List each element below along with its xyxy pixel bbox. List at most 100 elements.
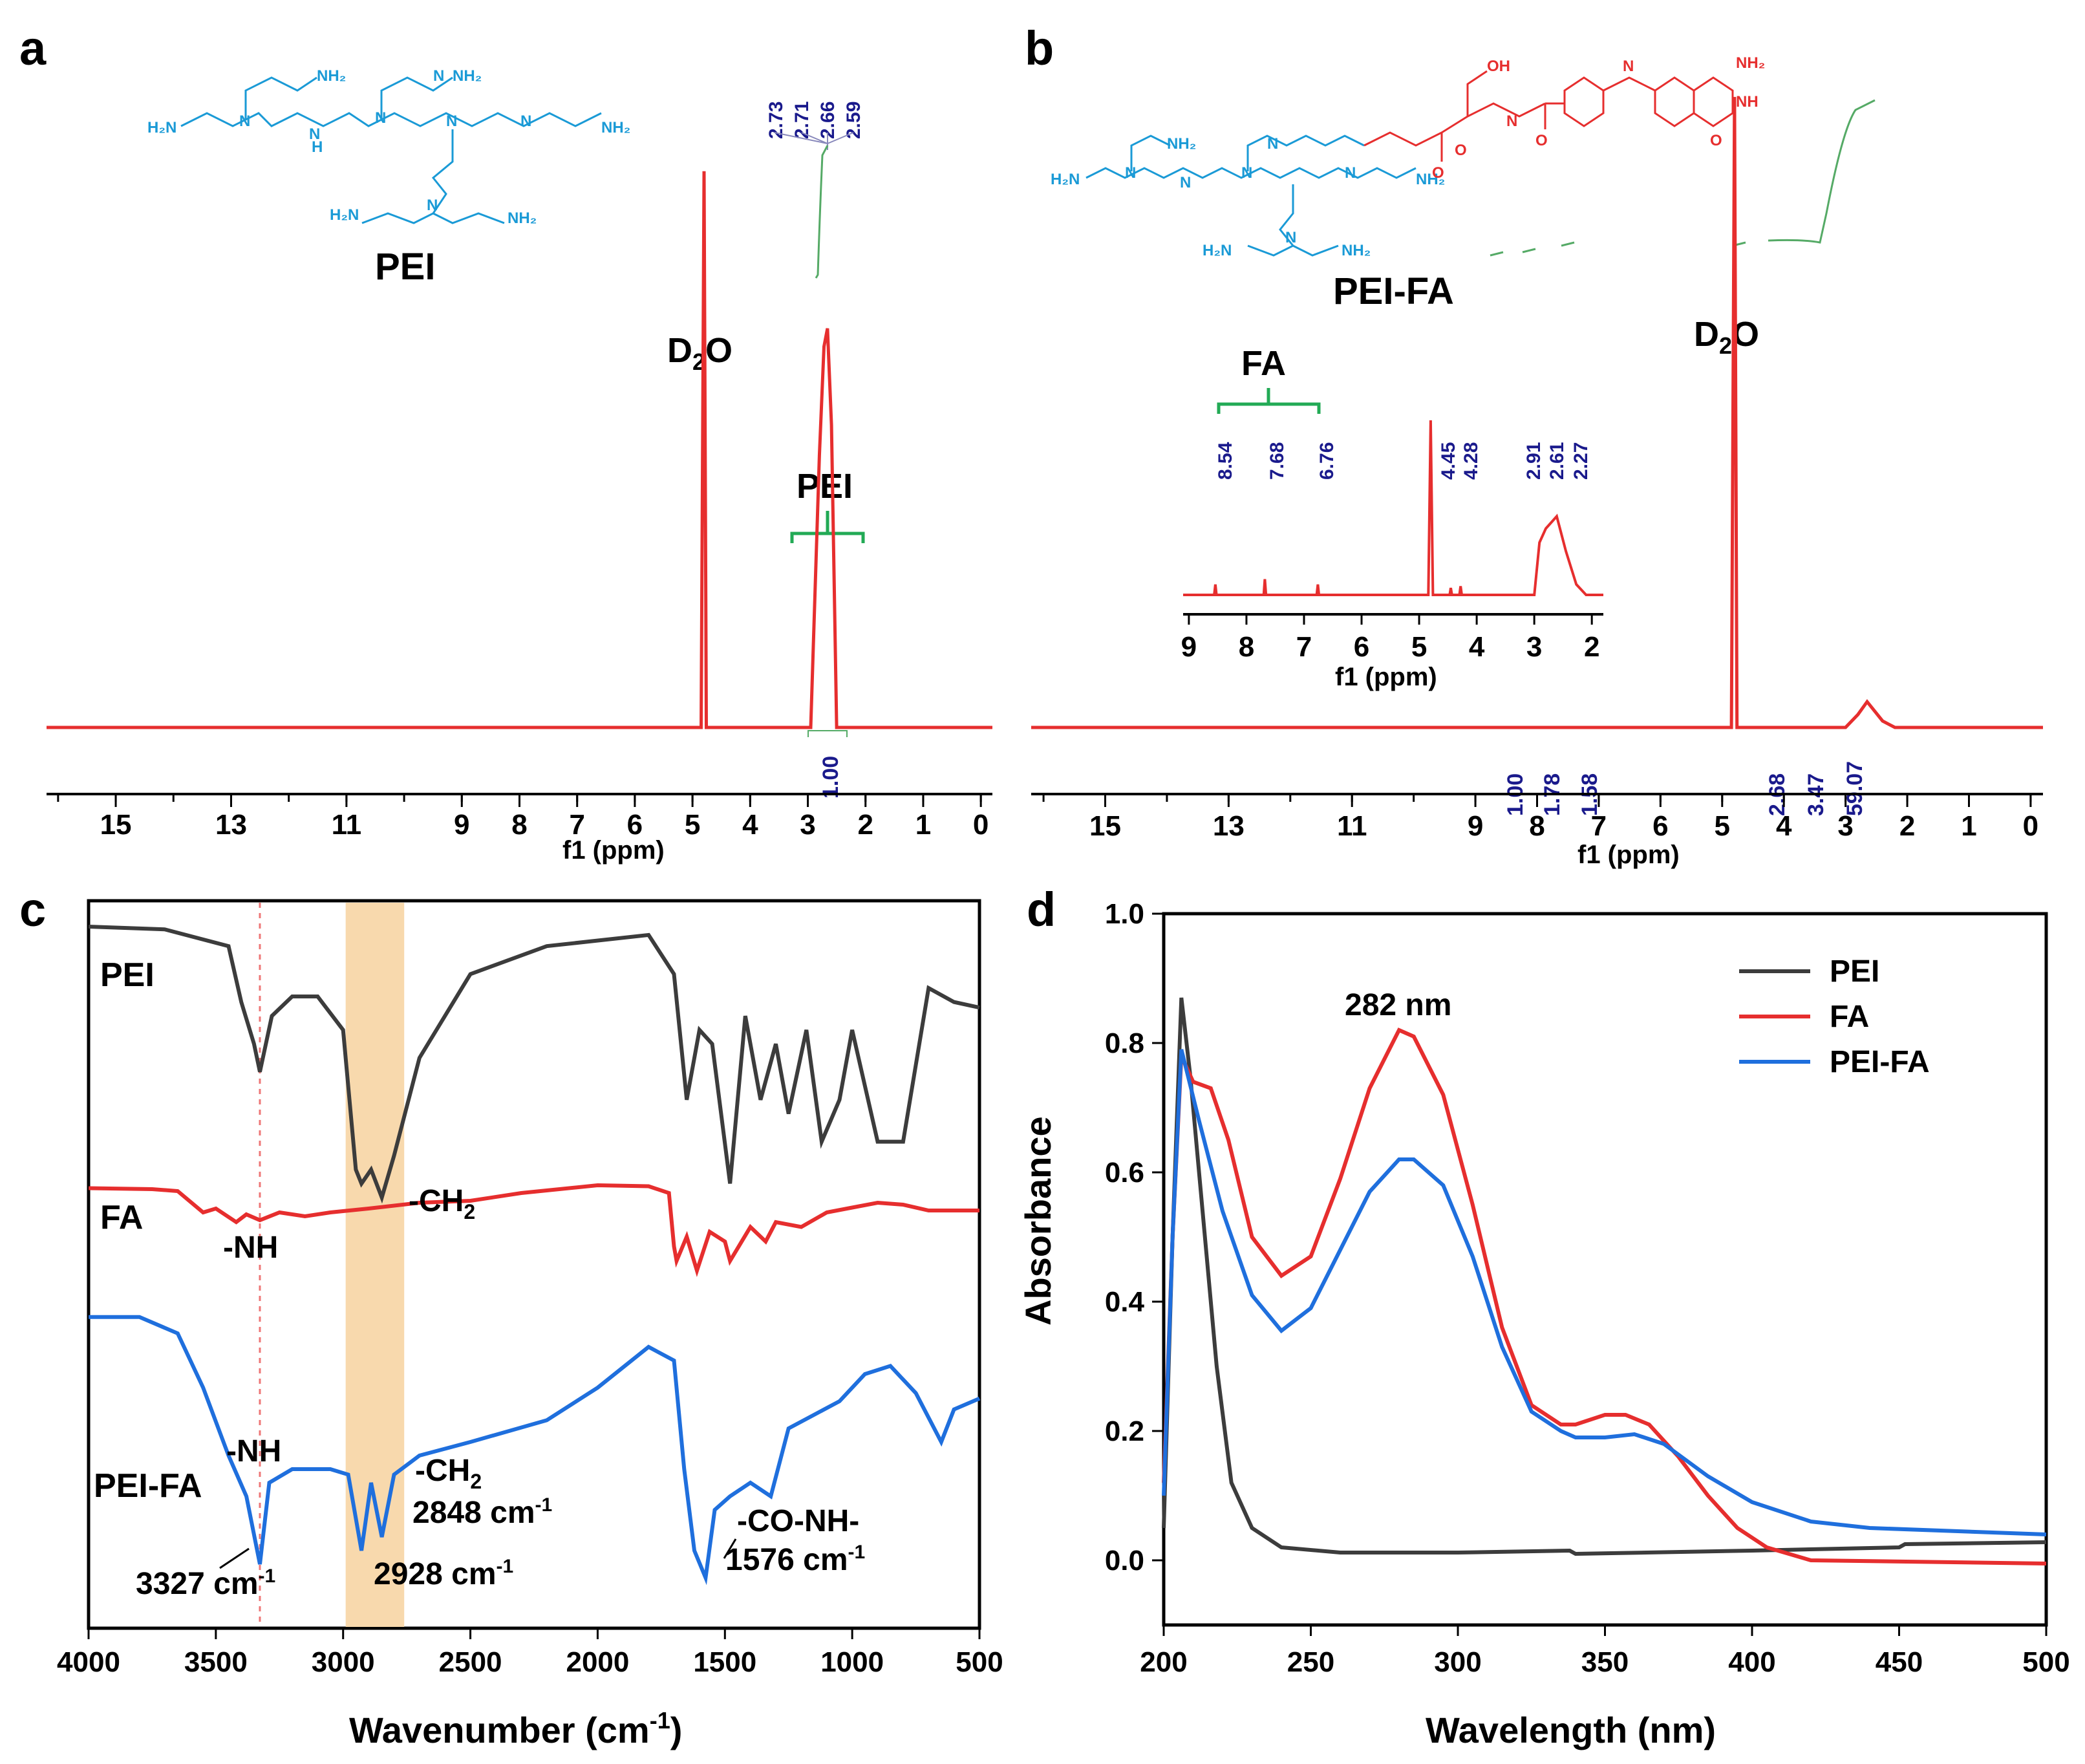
uv-series-fa — [1162, 1027, 2047, 1565]
x-tick-label-b-inset: 3 — [1526, 631, 1542, 663]
peak-labels-b: 8.54 7.68 6.76 4.45 4.28 2.91 2.61 2.27 — [1215, 442, 1592, 480]
x-tick-label-d: 500 — [2022, 1646, 2069, 1678]
x-tick-label-c: 500 — [956, 1646, 1003, 1678]
x-tick-label-b-inset: 5 — [1411, 631, 1427, 663]
peak-annotation-282: 282 nm — [1345, 988, 1451, 1022]
x-tick-label-b: 9 — [1468, 810, 1483, 842]
x-tick-label-a: 15 — [100, 809, 132, 841]
peak-label: 2.59 — [843, 102, 864, 139]
svg-text:N: N — [1180, 174, 1191, 191]
fa-group-bracket — [1217, 388, 1321, 414]
annotation: 1576 cm-1 — [725, 1542, 865, 1577]
x-tick-label-b-inset: 9 — [1181, 631, 1197, 663]
svg-text:NH₂: NH₂ — [1736, 54, 1765, 72]
nmr-spectrum-b-inset — [1183, 420, 1603, 596]
panel-b-label: b — [1025, 21, 1054, 75]
ir-series-pei-fa — [89, 1315, 981, 1586]
pei-structure-a-labels: H₂N N NH₂ N H N N NH₂ N N NH₂ H₂N N NH₂ — [147, 67, 630, 227]
x-tick-label-d: 400 — [1728, 1646, 1775, 1678]
x-tick-label-a: 13 — [215, 809, 247, 841]
x-tick-label-d: 250 — [1287, 1646, 1334, 1678]
x-tick-label-a: 7 — [569, 809, 584, 841]
d2o-label-a: D2O — [667, 331, 732, 375]
x-axis-label-a: f1 (ppm) — [562, 836, 665, 865]
svg-text:O: O — [1432, 164, 1444, 182]
pei-fa-structure-fa — [1363, 70, 1734, 162]
annotation: 2848 cm-1 — [412, 1494, 552, 1530]
svg-text:N: N — [239, 113, 250, 130]
svg-text:N: N — [446, 113, 457, 130]
x-tick-label-b: 11 — [1337, 810, 1367, 842]
series-label: PEI-FA — [94, 1467, 202, 1505]
x-tick-label-a: 11 — [332, 809, 362, 841]
y-tick-label-d: 0.4 — [1105, 1286, 1145, 1318]
nmr-spectrum-b — [1031, 96, 2043, 729]
x-tick-label-a: 9 — [454, 809, 469, 841]
panel-d-label: d — [1027, 883, 1056, 936]
d2o-label-b: D2O — [1694, 315, 1759, 359]
x-tick-label-b-inset: 4 — [1469, 631, 1485, 663]
panel-b: b H₂N N NH₂ N N N N NH₂ H₂N N NH₂ — [1025, 21, 2043, 869]
x-tick-label-d: 300 — [1434, 1646, 1481, 1678]
peak-label: 6.76 — [1316, 442, 1338, 480]
x-axis-label-d: Wavelength (nm) — [1426, 1710, 1716, 1750]
x-axis-label-b-inset: f1 (ppm) — [1335, 663, 1437, 691]
svg-text:N: N — [433, 67, 444, 85]
panel-c: c PEI FA PEI-FA -CH2 -NH -NH -CH2 2848 c… — [19, 883, 1003, 1750]
ir-series-pei — [88, 925, 980, 1204]
arrow-3327 — [219, 1547, 250, 1569]
y-ticks-d: 0.0 0.2 0.4 0.6 0.8 1.0 — [1105, 898, 1164, 1576]
x-tick-label-b: 6 — [1652, 810, 1668, 842]
x-tick-label-b: 13 — [1213, 810, 1245, 842]
x-tick-label-a: 3 — [800, 809, 815, 841]
svg-text:H₂N: H₂N — [147, 119, 176, 136]
pei-group-bracket — [790, 511, 865, 543]
legend-label-pei-fa: PEI-FA — [1830, 1045, 1930, 1079]
annotation: -CH2 — [415, 1454, 482, 1493]
x-tick-label-d: 450 — [1876, 1646, 1923, 1678]
annotation: 2928 cm-1 — [374, 1556, 513, 1591]
ir-series-fa — [88, 1183, 979, 1277]
svg-text:H: H — [312, 138, 323, 156]
svg-text:NH₂: NH₂ — [453, 67, 482, 85]
annotation: -NH — [223, 1231, 278, 1265]
nmr-spectrum-a — [47, 171, 992, 729]
x-tick-label-b-inset: 7 — [1296, 631, 1312, 663]
x-tick-label-c: 3000 — [312, 1646, 375, 1678]
svg-text:N: N — [309, 125, 320, 143]
y-tick-label-d: 0.2 — [1105, 1415, 1144, 1447]
x-tick-label-c: 2000 — [566, 1646, 629, 1678]
x-tick-label-c: 1000 — [820, 1646, 884, 1678]
peak-label: 4.45 — [1438, 442, 1459, 480]
svg-text:NH₂: NH₂ — [1342, 242, 1371, 259]
svg-text:NH₂: NH₂ — [508, 210, 537, 227]
svg-text:N: N — [1623, 58, 1634, 75]
pei-fa-structure-pei — [1085, 134, 1417, 257]
y-tick-label-d: 0.6 — [1105, 1157, 1144, 1189]
svg-text:H₂N: H₂N — [1203, 242, 1232, 259]
annotation: 3327 cm-1 — [136, 1565, 275, 1601]
legend-label-pei: PEI — [1830, 954, 1879, 989]
x-tick-label-c: 2500 — [439, 1646, 502, 1678]
svg-text:N: N — [520, 113, 531, 130]
svg-text:O: O — [1455, 142, 1467, 159]
x-tick-label-b: 15 — [1089, 810, 1121, 842]
uv-series-pei — [1162, 997, 2047, 1556]
pei-fa-molecule-label: PEI-FA — [1333, 270, 1454, 312]
x-tick-label-b: 8 — [1529, 810, 1545, 842]
peak-label: 2.91 — [1523, 442, 1545, 480]
svg-text:NH₂: NH₂ — [1167, 135, 1196, 153]
x-tick-label-b: 1 — [1961, 810, 1976, 842]
y-tick-label-d: 0.0 — [1105, 1545, 1144, 1576]
svg-text:NH: NH — [1736, 93, 1759, 111]
svg-text:N: N — [1345, 164, 1356, 182]
integral-labels-b: 1.00 1.78 1.58 2.68 3.47 59.07 — [1503, 761, 1867, 816]
x-ticks-b-inset: 9 8 7 6 5 4 3 2 — [1181, 614, 1599, 663]
pei-molecule-label: PEI — [375, 246, 436, 288]
svg-text:O: O — [1710, 132, 1722, 149]
integral-label: 59.07 — [1843, 761, 1867, 816]
legend-d: PEI FA PEI-FA — [1739, 954, 1930, 1079]
svg-text:N: N — [375, 109, 386, 127]
integral-label: 1.00 — [818, 756, 843, 799]
y-tick-label-d: 0.8 — [1105, 1027, 1144, 1059]
